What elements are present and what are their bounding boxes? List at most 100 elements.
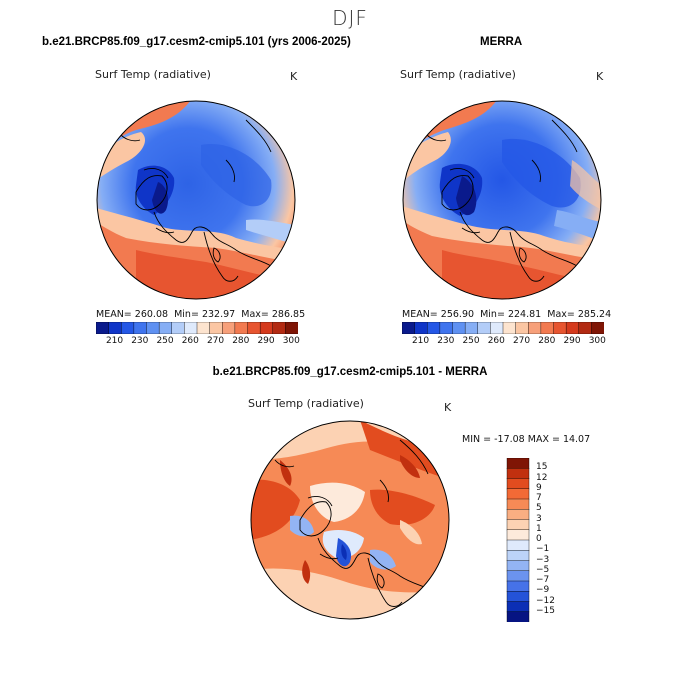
model-colorbar-swatch — [133, 322, 148, 334]
model-colorbar-tick-label: 270 — [206, 336, 225, 346]
obs-polar-map — [402, 100, 602, 300]
model-mean-label: MEAN= — [96, 309, 132, 320]
diff-colorbar-tick-label: −3 — [536, 554, 550, 565]
diff-colorbar-swatch — [506, 580, 530, 592]
diff-panel-title: b.e21.BRCP85.f09_g17.cesm2-cmip5.101 - M… — [212, 366, 488, 378]
diff-colorbar-swatch — [506, 458, 530, 469]
model-mean-value: 260.08 — [134, 309, 169, 320]
model-min-value: 232.97 — [201, 309, 236, 320]
obs-max-value: 285.24 — [577, 309, 612, 320]
obs-colorbar-swatch — [565, 322, 580, 334]
diff-colorbar-swatch — [506, 529, 530, 541]
obs-colorbar-swatch — [414, 322, 428, 334]
model-colorbar-swatch — [171, 322, 185, 334]
model-colorbar-tick-label: 300 — [282, 336, 300, 346]
obs-colorbar-swatch — [464, 322, 479, 334]
model-colorbar-swatch — [259, 322, 274, 334]
diff-colorbar-tick-label: −5 — [536, 564, 550, 575]
obs-colorbar-tick-label: 300 — [588, 336, 606, 346]
obs-mean-value: 256.90 — [440, 309, 475, 320]
diff-colorbar-tick-label: 5 — [536, 503, 542, 514]
diff-colorbar-swatch — [506, 498, 530, 510]
model-max-value: 286.85 — [271, 309, 306, 320]
model-colorbar-tick-label: 210 — [105, 336, 124, 346]
diff-colorbar-swatch — [506, 488, 530, 500]
model-colorbar-swatch — [184, 322, 198, 334]
diff-units-label: K — [444, 401, 452, 414]
model-colorbar — [96, 322, 298, 334]
obs-colorbar-tick-label: 250 — [462, 336, 480, 346]
obs-min-label: Min= — [480, 309, 505, 320]
obs-colorbar-swatch — [402, 322, 416, 334]
diff-colorbar — [506, 458, 530, 622]
obs-colorbar-swatch — [427, 322, 441, 334]
model-colorbar-swatch — [234, 322, 249, 334]
obs-colorbar-swatch — [553, 322, 567, 334]
obs-colorbar-tick-label: 230 — [437, 336, 455, 346]
obs-max-label: Max= — [547, 309, 575, 320]
model-colorbar-tick-label: 250 — [156, 336, 174, 346]
model-panel-title: b.e21.BRCP85.f09_g17.cesm2-cmip5.101 (yr… — [42, 36, 351, 48]
obs-colorbar — [402, 322, 604, 334]
diff-colorbar-tick-label: 7 — [536, 493, 542, 503]
obs-colorbar-tick-label: 270 — [512, 336, 531, 346]
obs-colorbar-tick-label: 210 — [411, 336, 430, 346]
model-stats: MEAN= 260.08 Min= 232.97 Max= 286.85 — [96, 309, 305, 320]
model-units-label: K — [290, 70, 298, 83]
diff-colorbar-swatch — [506, 519, 530, 531]
model-max-label: Max= — [241, 309, 269, 320]
obs-colorbar-swatch — [591, 322, 604, 334]
obs-colorbar-swatch — [540, 322, 555, 334]
model-colorbar-swatch — [209, 322, 223, 334]
obs-colorbar-swatch — [439, 322, 454, 334]
model-colorbar-swatch — [96, 322, 110, 334]
diff-colorbar-tick-label: 3 — [536, 513, 542, 524]
diff-polar-map — [250, 420, 450, 620]
obs-colorbar-swatch — [502, 322, 517, 334]
diff-variable-label: Surf Temp (radiative) — [248, 397, 364, 410]
diff-colorbar-swatch — [506, 560, 530, 572]
diff-colorbar-tick-label: −15 — [536, 605, 555, 616]
diff-colorbar-swatch — [506, 478, 530, 490]
obs-stats: MEAN= 256.90 Min= 224.81 Max= 285.24 — [402, 309, 611, 320]
model-colorbar-swatch — [247, 322, 261, 334]
season-title: DJF — [332, 6, 368, 30]
diff-colorbar-swatch — [506, 570, 530, 582]
diff-colorbar-swatch — [506, 539, 530, 551]
model-colorbar-tick-label: 230 — [131, 336, 149, 346]
model-colorbar-swatch — [108, 322, 122, 334]
diff-colorbar-swatch — [506, 611, 530, 622]
diff-colorbar-tick-label: −12 — [536, 595, 555, 606]
diff-colorbar-swatch — [506, 591, 530, 603]
obs-colorbar-tick-label: 280 — [538, 336, 556, 346]
model-colorbar-swatch — [196, 322, 211, 334]
diff-colorbar-swatch — [506, 601, 530, 613]
obs-colorbar-swatch — [578, 322, 592, 334]
obs-colorbar-swatch — [528, 322, 542, 334]
model-colorbar-swatch — [121, 322, 135, 334]
obs-colorbar-tick-label: 290 — [563, 336, 581, 346]
model-colorbar-swatch — [146, 322, 160, 334]
model-min-label: Min= — [174, 309, 199, 320]
obs-units-label: K — [596, 70, 604, 83]
obs-colorbar-swatch — [515, 322, 529, 334]
diff-colorbar-tick-label: −1 — [536, 544, 550, 555]
model-colorbar-swatch — [222, 322, 236, 334]
model-polar-map — [96, 100, 296, 300]
diff-colorbar-tick-label: −9 — [536, 585, 550, 596]
diff-minmax: MIN = -17.08 MAX = 14.07 — [462, 434, 591, 445]
obs-colorbar-ticks: 210 230 250 260 270 280 290 300 — [402, 336, 606, 348]
model-colorbar-tick-label: 280 — [232, 336, 250, 346]
diff-colorbar-tick-label: 9 — [536, 482, 542, 493]
model-variable-label: Surf Temp (radiative) — [95, 68, 211, 81]
obs-colorbar-swatch — [490, 322, 504, 334]
obs-colorbar-swatch — [452, 322, 466, 334]
diff-colorbar-tick-label: −7 — [536, 575, 550, 585]
obs-colorbar-swatch — [477, 322, 491, 334]
diff-colorbar-swatch — [506, 509, 530, 521]
obs-mean-label: MEAN= — [402, 309, 438, 320]
diff-colorbar-tick-label: 1 — [536, 523, 542, 534]
obs-panel-title: MERRA — [480, 36, 523, 48]
diff-colorbar-swatch — [506, 468, 530, 480]
diff-colorbar-tick-label: 15 — [536, 462, 548, 473]
